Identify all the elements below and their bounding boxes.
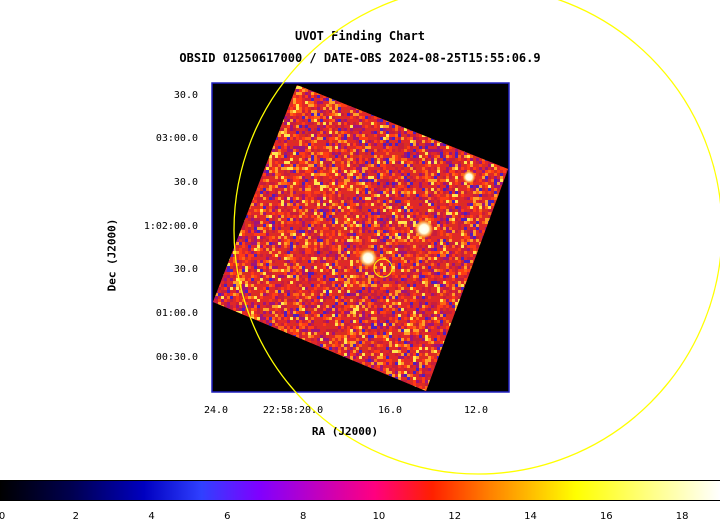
ra-tick-label: 12.0 [464,405,488,416]
colorbar-tick-label: 6 [224,511,230,522]
colorbar-tick-label: 18 [676,511,689,522]
ra-tick-label: 24.0 [204,405,228,416]
dec-tick-label: 03:00.0 [156,133,198,144]
colorbar-tick-label: 4 [148,511,154,522]
colorbar-tick-label: 16 [600,511,613,522]
star-source [414,219,434,239]
dec-tick-label: 30.0 [174,90,198,101]
x-axis-label: RA (J2000) [312,425,378,438]
ra-tick-label: 16.0 [378,405,402,416]
colorbar-tick-label: 2 [73,511,79,522]
dec-tick-label: 30.0 [174,177,198,188]
dec-tick-label: 01:00.0 [156,308,198,319]
dec-tick-label: 1:02:00.0 [144,221,198,232]
colorbar-tick-label: 8 [300,511,306,522]
colorbar-tick-label: 12 [448,511,461,522]
ra-tick-label: 22:58:20.0 [263,405,323,416]
colorbar-tick-label: 10 [373,511,386,522]
colorbar-tick-label: 0 [0,511,5,522]
star-source [462,170,476,184]
colorbar-tick-label: 14 [524,511,537,522]
dec-tick-label: 00:30.0 [156,352,198,363]
colorbar [0,480,720,501]
y-axis-label: Dec (J2000) [106,219,119,292]
dec-tick-label: 30.0 [174,264,198,275]
